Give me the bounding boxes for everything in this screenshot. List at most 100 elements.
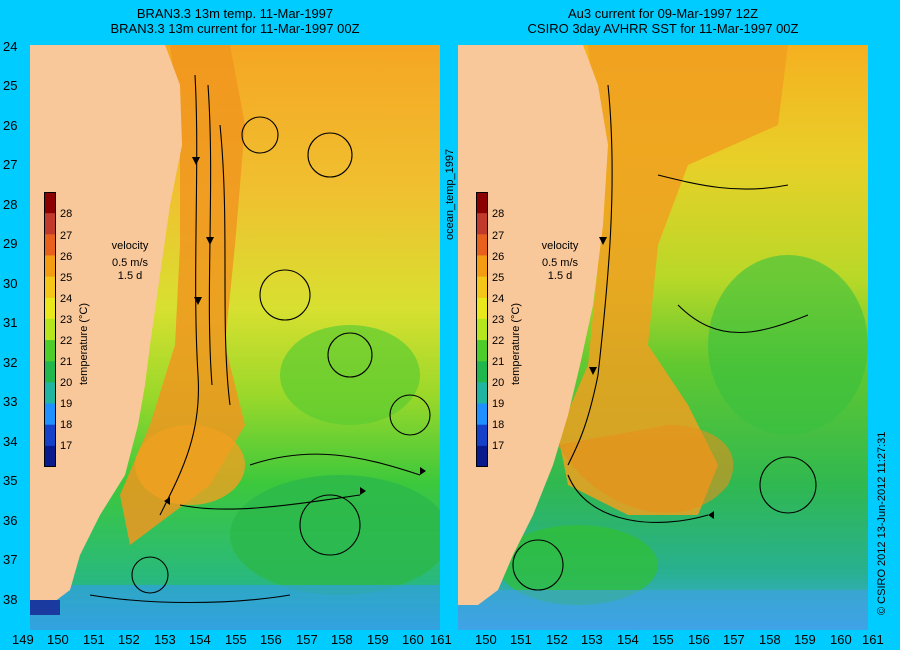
colorbar-segment xyxy=(44,213,56,235)
x-tick: 160 xyxy=(402,632,424,647)
right-velocity-legend: velocity 0.5 m/s 1.5 d xyxy=(530,240,590,283)
colorbar-tick: 17 xyxy=(60,440,73,452)
colorbar-label: temperature (°C) xyxy=(78,302,90,385)
colorbar-segment xyxy=(476,445,488,467)
colorbar-segment xyxy=(44,403,56,426)
colorbar-tick: 25 xyxy=(60,272,73,284)
colorbar-segment xyxy=(476,361,488,383)
x-tick: 160 xyxy=(830,632,852,647)
velocity-scale: 0.5 m/s xyxy=(541,257,579,269)
x-tick: 153 xyxy=(154,632,176,647)
x-tick: 152 xyxy=(118,632,140,647)
colorbar-segment xyxy=(476,340,488,362)
x-tick: 156 xyxy=(260,632,282,647)
y-tick: 32 xyxy=(3,355,18,370)
x-tick: 157 xyxy=(296,632,318,647)
left-velocity-legend: velocity 0.5 m/s 1.5 d xyxy=(100,240,160,283)
right-colorbar-bar xyxy=(476,192,488,467)
y-tick: 24 xyxy=(3,39,18,54)
right-current-streamlines xyxy=(512,84,817,591)
x-tick: 157 xyxy=(723,632,745,647)
x-tick: 159 xyxy=(367,632,389,647)
y-tick: 25 xyxy=(3,78,18,93)
colorbar-tick: 26 xyxy=(60,251,73,263)
colorbar-segment xyxy=(476,318,488,341)
colorbar-segment xyxy=(44,276,56,299)
y-tick: 27 xyxy=(3,157,18,172)
colorbar-segment xyxy=(476,255,488,278)
x-tick: 158 xyxy=(331,632,353,647)
colorbar-tick: 18 xyxy=(492,419,505,431)
x-tick: 161 xyxy=(862,632,884,647)
colorbar-tick: 20 xyxy=(60,377,73,389)
colorbar-tick: 26 xyxy=(492,251,505,263)
y-tick: 35 xyxy=(3,473,18,488)
y-tick: 38 xyxy=(3,592,18,607)
y-tick: 31 xyxy=(3,315,18,330)
velocity-label: velocity xyxy=(541,240,579,252)
y-tick: 37 xyxy=(3,552,18,567)
right-title-line1: Au3 current for 09-Mar-1997 12Z xyxy=(567,6,759,21)
colorbar-tick: 23 xyxy=(492,314,505,326)
x-tick: 161 xyxy=(430,632,452,647)
y-tick: 29 xyxy=(3,236,18,251)
x-tick: 155 xyxy=(225,632,247,647)
colorbar-segment xyxy=(476,382,488,405)
x-tick: 150 xyxy=(47,632,69,647)
colorbar-tick: 20 xyxy=(492,377,505,389)
right-title-line2: CSIRO 3day AVHRR SST for 11-Mar-1997 00Z xyxy=(527,21,799,36)
right-current-arrows xyxy=(589,237,714,519)
x-tick: 154 xyxy=(189,632,211,647)
colorbar-segment xyxy=(44,234,56,256)
left-title-line2: BRAN3.3 13m current for 11-Mar-1997 00Z xyxy=(110,21,360,36)
x-tick: 153 xyxy=(581,632,603,647)
left-current-arrows xyxy=(164,157,426,505)
y-tick: 33 xyxy=(3,394,18,409)
colorbar-tick: 28 xyxy=(492,208,505,220)
colorbar-segment xyxy=(44,192,56,214)
velocity-label: velocity xyxy=(111,240,149,252)
colorbar-tick: 23 xyxy=(60,314,73,326)
left-panel-title: BRAN3.3 13m temp. 11-Mar-1997 BRAN3.3 13… xyxy=(30,6,440,36)
colorbar-tick: 22 xyxy=(492,335,505,347)
colorbar-tick: 17 xyxy=(492,440,505,452)
colorbar-segment xyxy=(44,361,56,383)
y-tick: 34 xyxy=(3,434,18,449)
colorbar-segment xyxy=(44,340,56,362)
colorbar-border xyxy=(44,192,56,467)
colorbar-segment xyxy=(44,424,56,447)
colorbar-tick: 24 xyxy=(492,293,505,305)
velocity-time: 1.5 d xyxy=(117,270,143,282)
x-tick: 158 xyxy=(759,632,781,647)
x-tick: 154 xyxy=(617,632,639,647)
colorbar-tick: 27 xyxy=(492,230,505,242)
velocity-time: 1.5 d xyxy=(547,270,573,282)
colorbar-tick: 19 xyxy=(60,398,73,410)
colorbar-segment xyxy=(476,403,488,426)
left-colorbar-bar xyxy=(44,192,56,467)
colorbar-segment xyxy=(476,276,488,299)
right-map xyxy=(458,45,868,630)
x-tick: 150 xyxy=(475,632,497,647)
colorbar-segment xyxy=(44,382,56,405)
y-tick: 28 xyxy=(3,197,18,212)
colorbar-tick: 25 xyxy=(492,272,505,284)
colorbar-segment xyxy=(44,318,56,341)
x-tick: 159 xyxy=(794,632,816,647)
colorbar-segment xyxy=(44,297,56,320)
colorbar-segment xyxy=(476,234,488,256)
colorbar-tick: 24 xyxy=(60,293,73,305)
colorbar-segment xyxy=(44,445,56,467)
colorbar-segment xyxy=(476,192,488,214)
colorbar-tick: 27 xyxy=(60,230,73,242)
colorbar-segment xyxy=(476,213,488,235)
middle-vertical-label: ocean_temp_1997 xyxy=(444,148,456,240)
y-tick: 30 xyxy=(3,276,18,291)
x-tick: 151 xyxy=(83,632,105,647)
colorbar-border xyxy=(476,192,488,467)
colorbar-segment xyxy=(476,424,488,447)
colorbar-tick: 21 xyxy=(492,356,505,368)
y-tick: 26 xyxy=(3,118,18,133)
colorbar-tick: 19 xyxy=(492,398,505,410)
colorbar-tick: 28 xyxy=(60,208,73,220)
